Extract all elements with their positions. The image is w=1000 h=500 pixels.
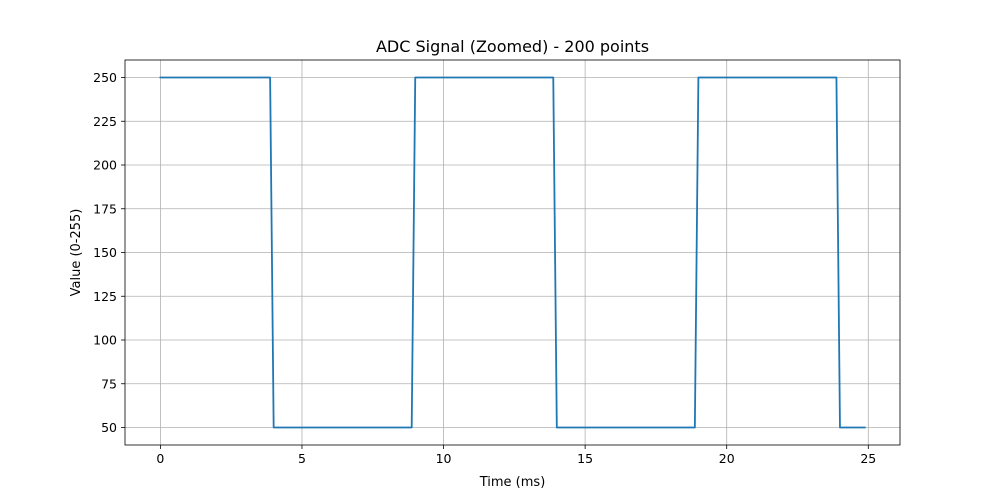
y-tick-label: 75 xyxy=(101,376,117,391)
y-tick-label: 225 xyxy=(93,114,117,129)
y-tick-label: 250 xyxy=(93,70,117,85)
x-tick-label: 5 xyxy=(298,451,306,466)
y-tick-label: 150 xyxy=(93,245,117,260)
x-tick-label: 0 xyxy=(156,451,164,466)
x-tick-label: 25 xyxy=(860,451,876,466)
series-layer xyxy=(159,76,866,429)
x-tick-label: 20 xyxy=(719,451,735,466)
chart-title: ADC Signal (Zoomed) - 200 points xyxy=(376,37,649,56)
signal-line xyxy=(159,76,866,429)
y-axis-label: Value (0-255) xyxy=(69,209,84,297)
x-tick-label: 10 xyxy=(436,451,452,466)
x-tick-label: 15 xyxy=(577,451,593,466)
y-tick-label: 125 xyxy=(93,289,117,304)
y-tick-label: 100 xyxy=(93,333,117,348)
y-tick-label: 200 xyxy=(93,158,117,173)
y-tick-label: 175 xyxy=(93,201,117,216)
x-axis-label: Time (ms) xyxy=(479,475,546,490)
axis-ticks: 0 5 10 15 20 25 50 75 100 125 150 175 200 225 250 xyxy=(93,70,876,466)
grid-lines xyxy=(125,60,900,445)
y-tick-label: 50 xyxy=(101,420,117,435)
